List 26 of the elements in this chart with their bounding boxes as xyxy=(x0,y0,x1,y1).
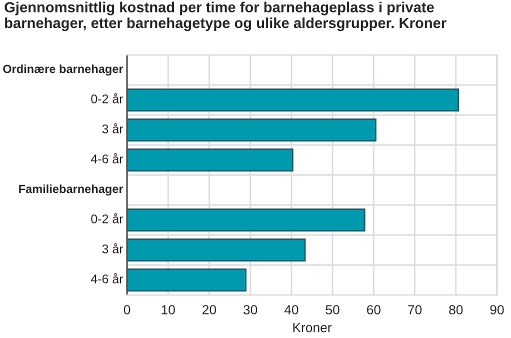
bar xyxy=(127,268,247,292)
y-tick-label: 0-2 år xyxy=(91,93,124,104)
x-tick-label: 40 xyxy=(284,305,298,314)
x-tick-label: 0 xyxy=(124,305,130,314)
x-tick-label: 30 xyxy=(244,305,258,314)
y-tick-label: Familiebarnehager xyxy=(19,184,124,196)
bar xyxy=(127,118,376,142)
chart-title: Gjennomsnittlig kostnad per time for barnehageplass i private barnehager, etter barnehagetype og ulike aldersgrupper. Kroner xyxy=(4,2,446,32)
y-tick-label: 4-6 år xyxy=(90,273,124,284)
y-tick-label: Ordinære barnehager xyxy=(3,64,124,76)
bar xyxy=(127,148,294,172)
x-tick-label: 10 xyxy=(162,305,175,314)
x-axis-title: Kroner xyxy=(293,323,332,332)
y-tick-label: 3 år xyxy=(102,123,124,134)
x-tick-label: 90 xyxy=(490,305,504,314)
x-tick-label: 60 xyxy=(367,305,380,314)
y-tick-label: 4-6 år xyxy=(90,153,124,164)
bar xyxy=(127,88,460,112)
x-tick-label: 20 xyxy=(202,305,216,314)
y-tick-label: 3 år xyxy=(102,243,124,254)
bar xyxy=(127,208,366,232)
x-tick-label: 50 xyxy=(326,305,340,314)
bar xyxy=(127,238,306,262)
y-tick-label: 0-2 år xyxy=(91,213,124,224)
x-tick-label: 80 xyxy=(449,305,463,314)
x-tick-label: 70 xyxy=(408,305,422,314)
